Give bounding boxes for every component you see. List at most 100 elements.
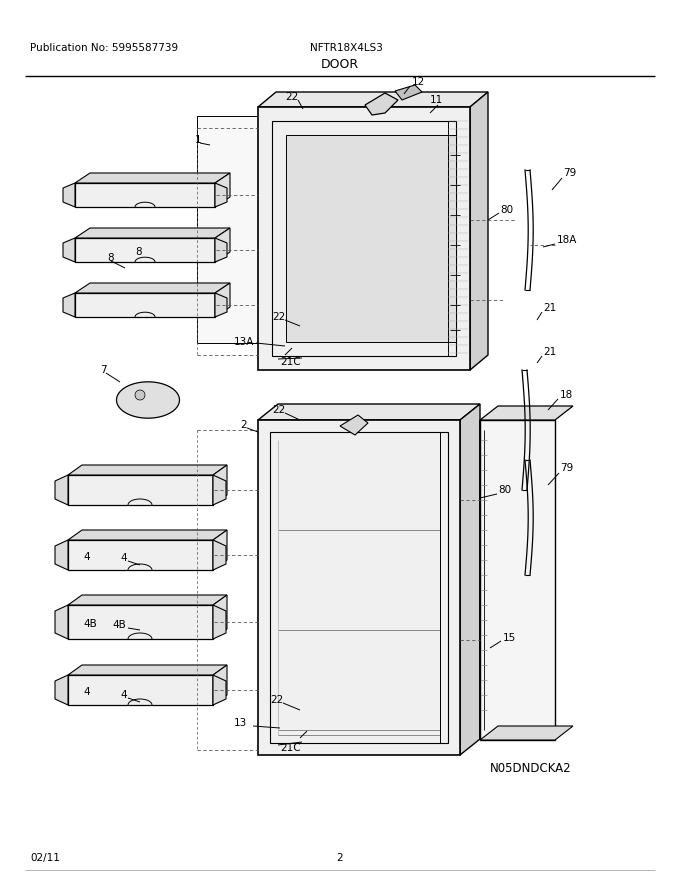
- Text: 22: 22: [272, 312, 285, 322]
- Text: 11: 11: [430, 95, 443, 105]
- Circle shape: [60, 487, 67, 494]
- Polygon shape: [68, 675, 213, 705]
- Polygon shape: [55, 475, 68, 505]
- Polygon shape: [213, 475, 226, 505]
- Circle shape: [67, 246, 75, 253]
- Text: 21C: 21C: [280, 743, 301, 753]
- Polygon shape: [213, 465, 227, 505]
- Polygon shape: [75, 228, 230, 238]
- Circle shape: [289, 536, 297, 544]
- Polygon shape: [68, 475, 213, 505]
- Polygon shape: [480, 726, 573, 740]
- Polygon shape: [460, 404, 480, 755]
- Circle shape: [302, 324, 304, 326]
- Text: 13A: 13A: [234, 337, 254, 347]
- Circle shape: [214, 487, 222, 494]
- Polygon shape: [395, 85, 422, 100]
- Text: NFTR18X4LS3: NFTR18X4LS3: [310, 43, 383, 53]
- Polygon shape: [68, 530, 227, 540]
- Circle shape: [302, 106, 304, 109]
- Text: 2: 2: [240, 420, 247, 430]
- Polygon shape: [215, 293, 227, 317]
- Text: N05DNDCKA2: N05DNDCKA2: [490, 761, 572, 774]
- Circle shape: [301, 421, 303, 423]
- Polygon shape: [213, 595, 227, 639]
- Polygon shape: [213, 530, 227, 570]
- Polygon shape: [75, 183, 215, 207]
- Polygon shape: [215, 283, 230, 317]
- Polygon shape: [75, 173, 230, 183]
- Text: 18A: 18A: [557, 235, 577, 245]
- Text: 7: 7: [100, 365, 107, 375]
- Polygon shape: [68, 465, 227, 475]
- Circle shape: [299, 707, 305, 713]
- Circle shape: [60, 619, 67, 626]
- Circle shape: [214, 619, 222, 626]
- Polygon shape: [480, 406, 573, 420]
- Text: 13: 13: [234, 718, 248, 728]
- Text: 21: 21: [543, 303, 556, 313]
- Polygon shape: [213, 605, 226, 639]
- Circle shape: [301, 356, 305, 361]
- Circle shape: [135, 390, 145, 400]
- Polygon shape: [116, 382, 180, 418]
- Polygon shape: [365, 93, 398, 115]
- Polygon shape: [63, 183, 75, 207]
- Polygon shape: [68, 540, 213, 570]
- Text: 4B: 4B: [83, 619, 97, 629]
- Circle shape: [421, 456, 429, 464]
- Circle shape: [60, 686, 67, 693]
- Circle shape: [305, 723, 315, 733]
- Polygon shape: [340, 415, 368, 435]
- Text: 21: 21: [543, 347, 556, 357]
- Polygon shape: [215, 173, 230, 207]
- Text: 22: 22: [270, 695, 284, 705]
- Text: 21C: 21C: [280, 357, 301, 367]
- Text: 4: 4: [120, 553, 126, 563]
- Polygon shape: [75, 293, 215, 317]
- Polygon shape: [215, 238, 227, 262]
- Text: Publication No: 5995587739: Publication No: 5995587739: [30, 43, 178, 53]
- Polygon shape: [55, 605, 68, 639]
- Polygon shape: [68, 595, 227, 605]
- Text: 2: 2: [337, 853, 343, 863]
- Polygon shape: [258, 92, 488, 107]
- Circle shape: [290, 340, 300, 350]
- Circle shape: [214, 686, 222, 693]
- Polygon shape: [75, 238, 215, 262]
- Circle shape: [289, 496, 297, 504]
- Polygon shape: [470, 92, 488, 370]
- Text: 02/11: 02/11: [30, 853, 60, 863]
- Polygon shape: [68, 665, 227, 675]
- Polygon shape: [63, 238, 75, 262]
- Text: 80: 80: [500, 205, 513, 215]
- Circle shape: [216, 246, 222, 253]
- Text: 12: 12: [412, 77, 425, 87]
- Polygon shape: [63, 293, 75, 317]
- Circle shape: [289, 456, 297, 464]
- Polygon shape: [213, 540, 226, 570]
- Polygon shape: [68, 605, 213, 639]
- Text: 80: 80: [498, 485, 511, 495]
- Polygon shape: [197, 116, 302, 343]
- Polygon shape: [213, 665, 227, 705]
- Text: 18: 18: [560, 390, 573, 400]
- Polygon shape: [286, 135, 456, 342]
- Polygon shape: [215, 183, 227, 207]
- Circle shape: [421, 496, 429, 504]
- Circle shape: [421, 536, 429, 544]
- Text: 4: 4: [120, 690, 126, 700]
- Circle shape: [216, 192, 222, 199]
- Text: 15: 15: [503, 633, 516, 643]
- Polygon shape: [258, 420, 460, 755]
- Text: 79: 79: [560, 463, 573, 473]
- Polygon shape: [215, 228, 230, 262]
- Polygon shape: [480, 420, 555, 740]
- Text: 4: 4: [83, 687, 90, 697]
- Polygon shape: [258, 107, 470, 370]
- Circle shape: [67, 302, 75, 309]
- Circle shape: [214, 552, 222, 559]
- Circle shape: [300, 322, 306, 328]
- Circle shape: [60, 552, 67, 559]
- Polygon shape: [75, 283, 230, 293]
